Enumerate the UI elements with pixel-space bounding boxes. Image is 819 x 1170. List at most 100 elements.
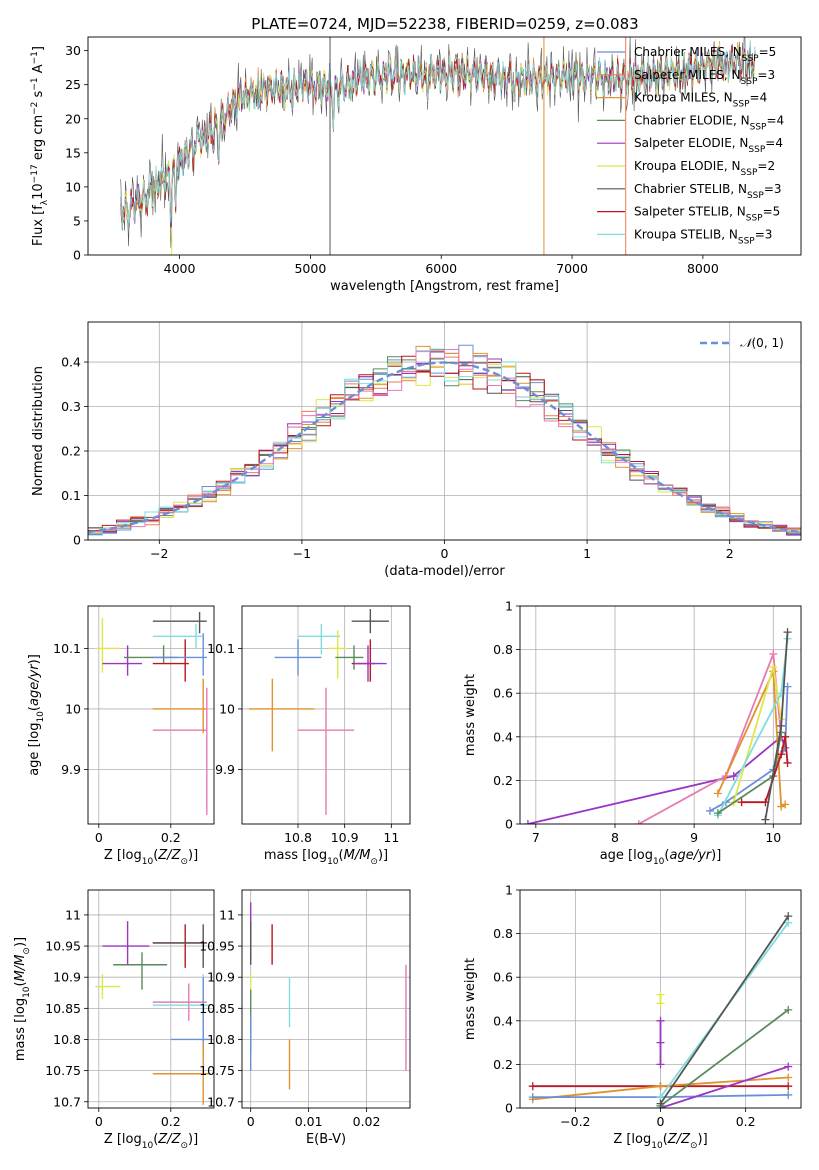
- weight-marker: [784, 1090, 793, 1099]
- y-tick-label: 0.4: [61, 355, 81, 370]
- errorbar-point: [152, 612, 207, 634]
- spectrum-model: [120, 39, 756, 228]
- y-tick-label: 0.1: [61, 488, 81, 503]
- weight-marker: [656, 1060, 665, 1069]
- errorbar-point: [102, 645, 142, 676]
- histogram-series: [88, 348, 801, 536]
- x-tick-label: 0: [441, 546, 449, 561]
- spectrum-xlabel: wavelength [Angstrom, rest frame]: [330, 279, 559, 294]
- weight-marker: [523, 820, 532, 824]
- x-tick-label: 10.8: [284, 830, 312, 845]
- residual-histograms: [88, 344, 801, 536]
- x-tick-label: 0.2: [736, 1114, 756, 1129]
- y-tick-label: 0: [73, 248, 81, 263]
- errorbar-point: [152, 678, 207, 734]
- errorbar-point: [298, 687, 354, 815]
- gauss-curve: [88, 361, 801, 534]
- y-tick-label: 10.9: [53, 970, 81, 985]
- errorbar-point: [354, 645, 387, 682]
- mass_vs_Z-xlabel: Z [log10(Z/Z⊙)]: [104, 1132, 198, 1151]
- weight-marker: [784, 912, 793, 921]
- y-tick-label: 0.2: [493, 1057, 513, 1072]
- y-tick-label: 0: [505, 1101, 513, 1116]
- weight-marker: [656, 1038, 665, 1047]
- weight-marker: [784, 1005, 793, 1014]
- y-tick-label: 11: [65, 907, 81, 922]
- weight-series: [717, 671, 786, 809]
- errorbar-point: [102, 921, 150, 965]
- y-tick-label: 0: [505, 817, 513, 832]
- errorbar-point: [274, 639, 322, 676]
- errorbar-point: [152, 1042, 211, 1105]
- weight-series: [659, 915, 789, 1105]
- errorbar-point: [328, 630, 347, 679]
- y-tick-label: 0.4: [493, 1013, 513, 1028]
- weight_vs_age-lines: [523, 628, 792, 824]
- y-tick-label: 0.6: [493, 686, 513, 701]
- y-tick-label: 1: [505, 599, 513, 614]
- y-tick-label: 15: [65, 145, 81, 160]
- y-tick-label: 10: [65, 701, 81, 716]
- spectrum-frame: [87, 36, 802, 256]
- y-tick-label: 25: [65, 77, 81, 92]
- weight-marker: [784, 1082, 793, 1091]
- weight_vs_age-frame: [519, 605, 802, 825]
- y-tick-label: 10.95: [45, 939, 81, 954]
- legend-entry: Kroupa MILES, NSSP=4: [634, 91, 767, 110]
- mass_vs_EBV-xlabel: E(B-V): [306, 1132, 346, 1147]
- errorbar-point: [170, 977, 211, 1059]
- y-tick-label: 10: [219, 701, 235, 716]
- y-tick-label: 10.95: [199, 939, 235, 954]
- residuals-ylabel: Normed distribution: [31, 366, 46, 496]
- weight-marker: [634, 820, 643, 824]
- x-tick-label: 10.9: [331, 830, 359, 845]
- x-tick-label: 7000: [556, 261, 588, 276]
- errorbar-point: [152, 687, 208, 815]
- weight_vs_Z-frame: [519, 889, 802, 1109]
- weight-marker: [761, 815, 770, 824]
- weight_vs_Z-lines: [528, 912, 793, 1108]
- weight-marker: [656, 1016, 665, 1025]
- x-tick-label: 6000: [425, 261, 457, 276]
- weight-marker: [656, 999, 665, 1008]
- weight-series: [638, 653, 783, 824]
- y-tick-label: 0.8: [493, 642, 513, 657]
- weight-marker: [528, 1093, 537, 1102]
- age_vs_mass-xlabel: mass [log10(M/M⊙)]: [264, 848, 388, 867]
- weight-marker: [705, 806, 714, 815]
- residuals-xlabel: (data-model)/error: [384, 564, 505, 579]
- weight-marker: [656, 1082, 665, 1091]
- y-tick-label: 5: [73, 213, 81, 228]
- y-tick-label: 0.2: [61, 444, 81, 459]
- age_vs_Z-xlabel: Z [log10(Z/Z⊙)]: [104, 848, 198, 867]
- y-tick-label: 10.7: [207, 1094, 235, 1109]
- errorbar-point: [152, 633, 207, 676]
- y-tick-label: 0: [73, 533, 81, 548]
- age_vs_Z-ylabel: age [log10(age/yr)]: [27, 654, 46, 776]
- legend-entry: Chabrier ELODIE, NSSP=4: [634, 113, 784, 132]
- mass_vs_Z-ylabel: mass [log10(M/M⊙)]: [13, 937, 32, 1061]
- mass_vs_Z-points: [95, 921, 211, 1105]
- age_vs_Z-axes: 0 0.2 9.9 10 10.1: [53, 606, 214, 845]
- weight-marker: [656, 990, 665, 999]
- figure-title: PLATE=0724, MJD=52238, FIBERID=0259, z=0…: [251, 15, 638, 33]
- errorbar-point: [351, 639, 375, 682]
- x-tick-label: 0.01: [295, 1114, 323, 1129]
- weight_vs_Z-ylabel: mass weight: [463, 958, 478, 1040]
- weight-marker: [713, 809, 722, 818]
- mass_vs_Z-axes: 0 0.2 10.7 10.75 10.8 10.85 10.9 10.95 11: [45, 890, 214, 1129]
- residual-legend: 𝒩(0, 1): [700, 336, 784, 350]
- legend-entry: Kroupa ELODIE, NSSP=2: [634, 159, 775, 178]
- spectrum-legend: Chabrier MILES, NSSP=5 Salpeter MILES, NS…: [597, 45, 784, 246]
- weight-marker: [783, 682, 792, 691]
- weight-marker: [729, 772, 738, 781]
- errorbar-point: [152, 983, 207, 1021]
- errorbar-point: [95, 974, 121, 999]
- legend-entry: Chabrier STELIB, NSSP=3: [634, 182, 782, 201]
- weight-marker: [737, 798, 746, 807]
- legend-entry: Salpeter STELIB, NSSP=5: [634, 205, 780, 224]
- y-tick-label: 0.2: [493, 773, 513, 788]
- y-tick-label: 0.8: [493, 926, 513, 941]
- weight-marker: [784, 1073, 793, 1082]
